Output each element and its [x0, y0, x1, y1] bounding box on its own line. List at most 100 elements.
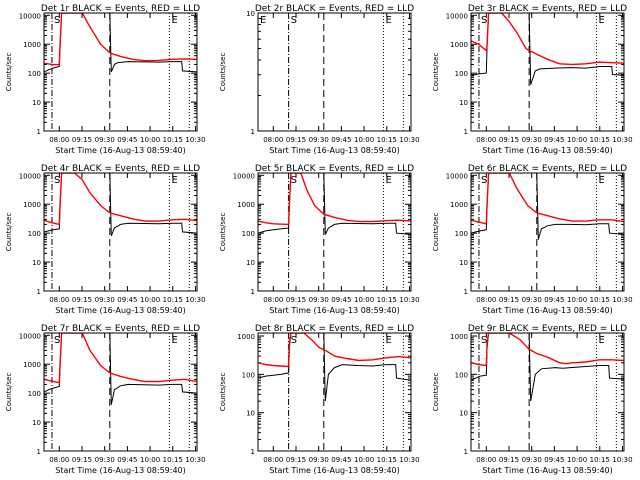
x-tick-label: 09:30 — [95, 136, 115, 144]
plot-frame — [470, 172, 625, 292]
x-tick-label: 10:15 — [590, 296, 610, 304]
chart-title: Det 1r BLACK = Events, RED = LLD — [41, 4, 200, 14]
x-tick-label: 09:30 — [309, 136, 329, 144]
y-axis-label: Counts/sec — [432, 213, 440, 252]
end-marker-label: E — [598, 15, 604, 26]
x-axis-label: Start Time (16-Aug-13 08:59:40) — [482, 146, 613, 155]
y-tick-label: 1 — [464, 288, 468, 296]
x-tick-label: 10:15 — [590, 136, 610, 144]
y-tick-label: 1000 — [450, 333, 468, 341]
start-marker-label: S — [291, 175, 297, 186]
x-tick-label: 10:00 — [567, 456, 587, 464]
x-tick-label: 09:15 — [499, 296, 519, 304]
x-tick-label: 09:45 — [331, 456, 351, 464]
x-tick-label: 09:30 — [522, 136, 542, 144]
events-series-line — [258, 173, 411, 235]
plot-frame — [257, 12, 412, 132]
x-tick-label: 10:30 — [612, 296, 632, 304]
y-tick-label: 10 — [246, 410, 255, 418]
y-tick-label: 1 — [37, 288, 41, 296]
chart-title: Det 6r BLACK = Events, RED = LLD — [468, 164, 627, 174]
x-tick-label: 10:15 — [590, 456, 610, 464]
y-tick-label: 10 — [246, 10, 255, 18]
y-tick-label: 100 — [28, 230, 41, 238]
lld-series-line — [44, 173, 197, 226]
x-axis-label: Start Time (16-Aug-13 08:59:40) — [482, 466, 613, 475]
x-tick-label: 10:15 — [377, 456, 397, 464]
x-tick-label: 09:30 — [309, 456, 329, 464]
end-marker-label: E — [385, 335, 391, 346]
x-tick-label: 09:15 — [286, 456, 306, 464]
y-tick-label: 1000 — [237, 333, 255, 341]
lld-series-line — [471, 173, 624, 225]
x-tick-label: 10:30 — [185, 456, 205, 464]
events-series-line — [44, 333, 197, 405]
y-axis-label: Counts/sec — [219, 53, 227, 92]
y-tick-label: 1 — [37, 448, 41, 456]
y-tick-label: 1 — [251, 128, 255, 136]
x-tick-label: 10:15 — [377, 136, 397, 144]
chart-panel-9: Det 9r BLACK = Events, RED = LLD Counts/s… — [432, 324, 633, 475]
x-axis-label: Start Time (16-Aug-13 08:59:40) — [269, 146, 400, 155]
y-tick-label: 1 — [251, 448, 255, 456]
end-marker-label: E — [598, 335, 604, 346]
chart-panel-3: Det 3r BLACK = Events, RED = LLD Counts/s… — [432, 4, 633, 155]
events-series-line — [471, 333, 624, 402]
chart-panel-1: Det 1r BLACK = Events, RED = LLD Counts/s… — [5, 4, 206, 155]
x-tick-label: 09:45 — [117, 456, 137, 464]
y-tick-label: 1000 — [23, 41, 41, 49]
x-tick-label: 09:45 — [544, 456, 564, 464]
x-tick-label: 10:30 — [612, 136, 632, 144]
end-marker-label: E — [385, 15, 391, 26]
x-tick-label: 09:15 — [72, 296, 92, 304]
x-axis-label: Start Time (16-Aug-13 08:59:40) — [482, 306, 613, 315]
x-tick-label: 10:30 — [185, 136, 205, 144]
x-tick-label: 10:30 — [399, 456, 419, 464]
x-tick-label: 10:00 — [354, 136, 374, 144]
plot-frame — [257, 332, 412, 452]
x-tick-label: 09:15 — [72, 456, 92, 464]
x-tick-label: 10:00 — [567, 296, 587, 304]
x-axis-label: Start Time (16-Aug-13 08:59:40) — [55, 306, 186, 315]
events-series-line — [44, 13, 197, 73]
x-tick-label: 09:30 — [95, 456, 115, 464]
chart-title: Det 5r BLACK = Events, RED = LLD — [255, 164, 414, 174]
end-marker-label: E — [171, 15, 177, 26]
y-tick-label: 100 — [455, 371, 468, 379]
y-tick-label: 100 — [455, 230, 468, 238]
start-marker-label: S — [291, 15, 297, 26]
start-marker-label: S — [54, 15, 60, 26]
x-tick-label: 09:15 — [72, 136, 92, 144]
x-tick-label: 08:00 — [263, 136, 283, 144]
y-axis-label: Counts/sec — [432, 53, 440, 92]
y-tick-label: 10 — [459, 259, 468, 267]
x-tick-label: 10:00 — [140, 136, 160, 144]
chart-panel-8: Det 8r BLACK = Events, RED = LLD Counts/s… — [219, 324, 420, 475]
chart-title: Det 8r BLACK = Events, RED = LLD — [255, 324, 414, 334]
y-tick-label: 10 — [32, 419, 41, 427]
start-marker-label: S — [54, 335, 60, 346]
x-tick-label: 10:00 — [567, 136, 587, 144]
events-series-line — [471, 13, 624, 85]
x-tick-label: 09:45 — [544, 296, 564, 304]
y-tick-label: 1000 — [450, 41, 468, 49]
y-tick-label: 10000 — [233, 172, 255, 180]
lld-series-line — [44, 13, 197, 66]
x-tick-label: 10:00 — [354, 296, 374, 304]
start-marker-label: S — [291, 335, 297, 346]
x-tick-label: 10:00 — [140, 456, 160, 464]
y-tick-label: 1 — [251, 288, 255, 296]
x-tick-label: 10:00 — [140, 296, 160, 304]
x-axis-label: Start Time (16-Aug-13 08:59:40) — [55, 146, 186, 155]
x-axis-label: Start Time (16-Aug-13 08:59:40) — [269, 466, 400, 475]
chart-panel-2: Det 2r BLACK = Events, RED = LLD Counts/s… — [219, 4, 420, 155]
y-tick-label: 10 — [459, 99, 468, 107]
chart-panel-5: Det 5r BLACK = Events, RED = LLD Counts/s… — [219, 164, 420, 315]
y-tick-label: 10 — [246, 259, 255, 267]
x-tick-label: 10:30 — [612, 456, 632, 464]
y-tick-label: 100 — [28, 390, 41, 398]
x-tick-label: 10:30 — [399, 296, 419, 304]
end-marker-label: E — [171, 335, 177, 346]
x-tick-label: 09:15 — [499, 456, 519, 464]
